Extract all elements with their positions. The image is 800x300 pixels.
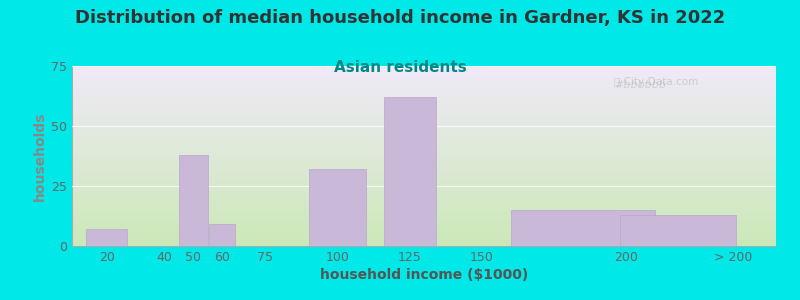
Bar bbox=[86, 229, 127, 246]
Bar bbox=[309, 169, 366, 246]
Text: Asian residents: Asian residents bbox=[334, 60, 466, 75]
X-axis label: household income ($1000): household income ($1000) bbox=[320, 268, 528, 282]
Bar bbox=[178, 155, 208, 246]
Bar bbox=[384, 97, 435, 246]
Text: Distribution of median household income in Gardner, KS in 2022: Distribution of median household income … bbox=[75, 9, 725, 27]
Text: #bbbbbb: #bbbbbb bbox=[614, 80, 666, 90]
Text: Ⓣ City-Data.com: Ⓣ City-Data.com bbox=[614, 77, 698, 87]
Y-axis label: households: households bbox=[33, 111, 47, 201]
Bar bbox=[510, 210, 655, 246]
Bar bbox=[620, 215, 736, 246]
Bar bbox=[209, 224, 235, 246]
